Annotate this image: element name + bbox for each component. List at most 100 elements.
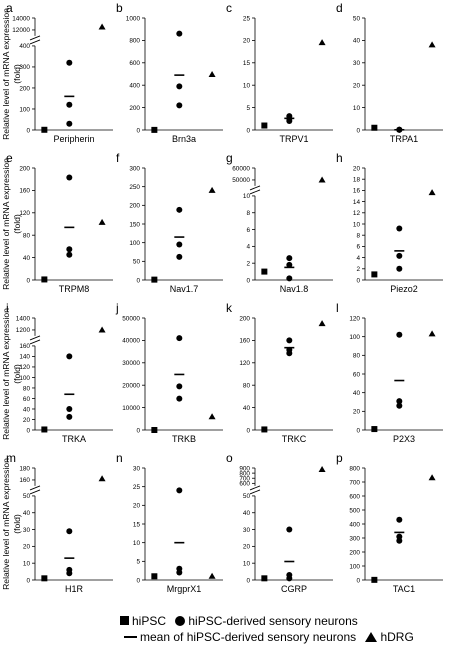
y-tick-label-n: 5 xyxy=(136,559,140,566)
y-tick-label-o: 40 xyxy=(243,510,251,517)
axis-break-mark-g xyxy=(249,189,261,195)
y-tick-label-h: 14 xyxy=(353,199,361,206)
y-tick-label-k: 120 xyxy=(239,360,250,367)
gene-label-d: TRPA1 xyxy=(390,134,418,144)
y-tick-label-m: 20 xyxy=(23,544,31,551)
hdrg-point-p xyxy=(428,474,436,481)
neuron-point-e-2 xyxy=(66,246,73,253)
y-tick-label-f: 0 xyxy=(136,277,140,284)
gene-label-h: Piezo2 xyxy=(390,284,418,294)
neuron-point-j-1 xyxy=(176,335,183,342)
panel-letter-f: f xyxy=(116,151,120,165)
y-tick-label-m: 40 xyxy=(23,510,31,517)
y-tick-label-m: 30 xyxy=(23,527,31,534)
neuron-point-g-3 xyxy=(286,275,293,282)
y-tick-label-l: 20 xyxy=(353,409,361,416)
y-tick-label-i: 60 xyxy=(23,396,31,403)
neuron-point-k-3 xyxy=(286,350,293,357)
y-tick-label-l: 40 xyxy=(353,390,361,397)
y-tick-label-g-upper: 50000 xyxy=(232,177,250,184)
y-tick-label-m: 10 xyxy=(23,560,31,567)
neuron-point-b-3 xyxy=(176,102,183,109)
neuron-point-e-3 xyxy=(66,251,73,258)
hipsc-point-h xyxy=(371,271,378,278)
y-tick-label-j: 0 xyxy=(136,427,140,434)
y-tick-label-a: 300 xyxy=(19,64,30,71)
axis-break-mark-m xyxy=(29,489,41,495)
y-tick-label-g: 2 xyxy=(246,260,250,267)
gene-label-i: TRKA xyxy=(62,434,86,444)
y-tick-label-i: 20 xyxy=(23,417,31,424)
y-tick-label-k: 40 xyxy=(243,405,251,412)
y-tick-label-l: 80 xyxy=(353,353,361,360)
y-tick-label-c: 10 xyxy=(243,83,251,90)
neuron-point-b-2 xyxy=(176,83,183,90)
y-tick-label-p: 100 xyxy=(349,563,360,570)
y-tick-label-e: 40 xyxy=(23,255,31,262)
gene-label-c: TRPV1 xyxy=(279,134,308,144)
panel-letter-n: n xyxy=(116,451,123,465)
y-tick-label-i: 0 xyxy=(26,427,30,434)
y-tick-label-e: 80 xyxy=(23,233,31,240)
y-tick-label-n: 15 xyxy=(133,521,141,528)
y-tick-label-g: 6 xyxy=(246,227,250,234)
y-axis-title-row-1: Relative level of mRNA expression(fold) xyxy=(1,8,22,140)
y-tick-label-c: 0 xyxy=(246,127,250,134)
neuron-point-h-1 xyxy=(396,225,403,232)
hipsc-point-b xyxy=(151,126,158,133)
axis-break-mark-i xyxy=(29,339,41,345)
neuron-point-n-3 xyxy=(176,569,183,576)
neuron-point-b-1 xyxy=(176,30,183,37)
y-tick-label-h: 4 xyxy=(356,255,360,262)
y-tick-label-a: 0 xyxy=(26,127,30,134)
y-tick-label-p: 700 xyxy=(349,479,360,486)
hdrg-point-i xyxy=(98,326,106,333)
y-tick-label-n: 20 xyxy=(133,503,141,510)
panel-letter-k: k xyxy=(226,301,233,315)
y-tick-label-i: 120 xyxy=(19,364,30,371)
legend-mean-marker xyxy=(124,635,137,638)
y-tick-label-h: 18 xyxy=(353,177,361,184)
y-tick-label-e: 0 xyxy=(26,277,30,284)
neuron-point-l-1 xyxy=(396,331,403,338)
y-tick-label-b: 1000 xyxy=(126,15,141,22)
gene-label-l: P2X3 xyxy=(393,434,415,444)
neuron-point-o-3 xyxy=(286,575,293,582)
neuron-point-a-3 xyxy=(66,120,73,127)
y-tick-label-p: 200 xyxy=(349,549,360,556)
y-tick-label-a-upper: 14000 xyxy=(12,15,30,22)
y-tick-label-f: 200 xyxy=(129,203,140,210)
y-tick-label-e: 200 xyxy=(19,165,30,172)
y-tick-label-i: 80 xyxy=(23,385,31,392)
panel-letter-i: i xyxy=(6,301,9,315)
y-tick-label-e: 160 xyxy=(19,188,30,195)
hipsc-point-l xyxy=(371,426,378,433)
y-tick-label-p: 600 xyxy=(349,493,360,500)
panel-letter-l: l xyxy=(336,301,339,315)
gene-label-j: TRKB xyxy=(172,434,196,444)
y-tick-label-n: 0 xyxy=(136,577,140,584)
axis-break-mark-g xyxy=(249,185,261,191)
hipsc-point-o xyxy=(261,575,268,582)
hdrg-point-h xyxy=(428,189,436,196)
neuron-point-i-3 xyxy=(66,413,73,420)
neuron-point-h-2 xyxy=(396,252,403,259)
y-tick-label-l: 120 xyxy=(349,315,360,322)
y-tick-label-h: 16 xyxy=(353,188,361,195)
panel-letter-g: g xyxy=(226,151,233,165)
y-tick-label-c: 25 xyxy=(243,15,251,22)
y-tick-label-o-upper: 800 xyxy=(239,470,250,477)
y-tick-label-a: 200 xyxy=(19,85,30,92)
y-tick-label-f: 100 xyxy=(129,240,140,247)
axis-break-mark-a xyxy=(29,39,41,45)
hipsc-point-f xyxy=(151,276,158,283)
y-tick-label-b: 400 xyxy=(129,83,140,90)
neuron-point-m-3 xyxy=(66,570,73,577)
y-tick-label-d: 10 xyxy=(353,105,361,112)
y-tick-label-g-upper: 60000 xyxy=(232,165,250,172)
legend: hiPSC hiPSC-derived sensory neurons mean… xyxy=(0,610,474,645)
y-tick-label-n: 30 xyxy=(133,465,141,472)
neuron-point-g-1 xyxy=(286,255,293,262)
panel-letter-c: c xyxy=(226,1,232,15)
y-tick-label-d: 50 xyxy=(353,15,361,22)
